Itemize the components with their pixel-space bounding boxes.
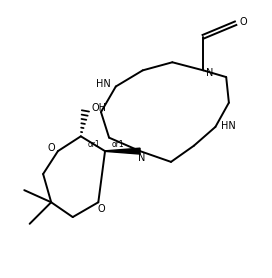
- Text: N: N: [206, 68, 214, 78]
- Text: HN: HN: [96, 79, 111, 89]
- Text: HN: HN: [221, 121, 236, 131]
- Text: O: O: [239, 17, 247, 27]
- Polygon shape: [105, 148, 140, 154]
- Text: N: N: [138, 153, 145, 163]
- Text: or1: or1: [112, 140, 124, 149]
- Text: O: O: [97, 204, 105, 214]
- Text: or1: or1: [88, 140, 100, 149]
- Text: OH: OH: [92, 103, 107, 113]
- Text: O: O: [47, 143, 55, 153]
